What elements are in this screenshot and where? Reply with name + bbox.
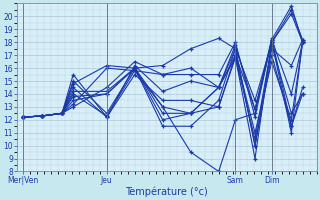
X-axis label: Température (°c): Température (°c) xyxy=(125,186,208,197)
